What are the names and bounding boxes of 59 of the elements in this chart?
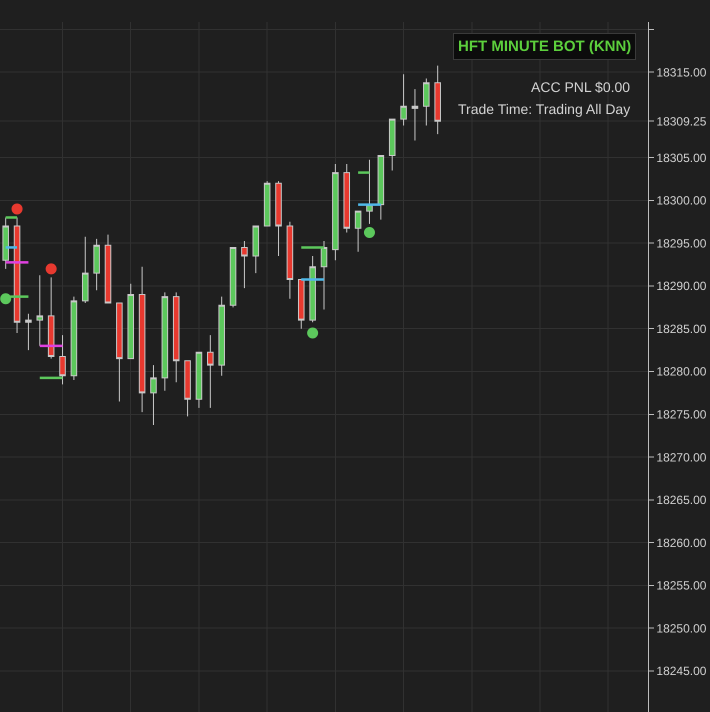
candlestick <box>25 313 32 351</box>
candlestick <box>93 238 100 291</box>
y-tick-label: 18250.00 <box>656 621 707 636</box>
candlestick <box>14 216 20 334</box>
candlestick <box>343 164 350 233</box>
point <box>0 293 12 304</box>
candlestick <box>434 65 441 135</box>
candlestick <box>48 276 54 360</box>
y-tick-label: 18265.00 <box>656 493 707 508</box>
candlestick <box>172 292 180 383</box>
candlestick <box>104 234 112 304</box>
candlestick <box>70 296 78 381</box>
candlestick <box>286 221 294 300</box>
candlestick <box>150 364 157 426</box>
candlestick <box>162 292 168 392</box>
annotation: ACC PNL $0.00 <box>531 79 630 95</box>
y-tick-label: 18309.25 <box>656 114 707 128</box>
candlestick <box>36 274 44 346</box>
candlestick <box>354 210 362 252</box>
candlestick <box>230 246 236 308</box>
y-tick-label: 18270.00 <box>656 450 707 464</box>
y-tick-label: 18255.00 <box>656 578 707 593</box>
candlestick <box>207 334 214 408</box>
candlestick <box>82 236 89 304</box>
candlestick <box>241 240 248 289</box>
y-tick-label: 18290.00 <box>656 279 707 294</box>
annotation: Trade Time: Trading All Day <box>458 101 630 117</box>
candlestick <box>184 360 191 417</box>
y-tick-label: 18285.00 <box>656 322 707 336</box>
candlestick <box>400 74 407 126</box>
y-tick-label: 18315.00 <box>656 65 707 80</box>
candlestick <box>309 255 316 323</box>
point <box>307 327 318 338</box>
y-tick-label: 18305.00 <box>656 150 707 165</box>
text: HFT MINUTE BOT (KNN) <box>458 38 632 55</box>
candlestick <box>138 266 146 413</box>
point <box>364 226 375 238</box>
candlestick <box>275 180 282 256</box>
point <box>12 203 23 214</box>
y-tick-label: 18280.00 <box>656 364 707 379</box>
candlestick <box>412 88 418 141</box>
y-tick-label: 18295.00 <box>656 236 707 250</box>
candlestick <box>378 154 384 220</box>
y-tick-label: 18300.00 <box>656 194 707 208</box>
y-tick-label: 18260.00 <box>656 536 707 550</box>
candlestick <box>196 352 202 408</box>
candlestick <box>264 180 270 227</box>
candlestick <box>388 118 396 171</box>
point <box>46 263 57 274</box>
candlestick <box>59 334 66 385</box>
y-tick-label: 18245.00 <box>656 664 707 678</box>
candlestick <box>218 296 225 376</box>
candlestick <box>116 302 123 402</box>
y-tick-label: 18275.00 <box>656 407 707 422</box>
candlestick <box>252 226 260 274</box>
candlestick <box>298 279 305 330</box>
candlestick <box>332 164 339 261</box>
candlestick <box>127 283 134 360</box>
candlestick <box>423 78 430 126</box>
